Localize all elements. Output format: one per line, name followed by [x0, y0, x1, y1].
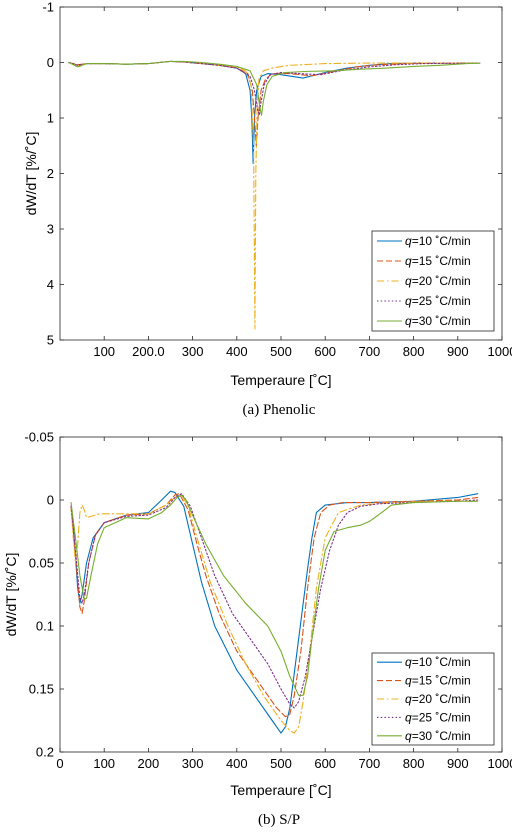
y-tick-label: 0.05 — [29, 556, 54, 571]
x-tick-label: 800 — [403, 344, 425, 359]
series-group — [70, 490, 479, 734]
legend-label-4: q=25 ˚C/min — [405, 710, 471, 724]
chart-1: 100 200.0 300 400 500 600 700 800 900 1000 -1 0 1 2 3 4… — [23, 0, 512, 418]
x-tick-label: 100 — [93, 756, 115, 771]
series-line-4 — [70, 493, 479, 709]
legend-label-5: q=30 ˚C/min — [405, 314, 471, 328]
series-group — [68, 60, 481, 330]
y-tick-label: -0.05 — [24, 430, 54, 445]
y-tick-label: 0 — [47, 493, 54, 508]
x-tick-label: 200.0 — [132, 344, 165, 359]
y-axis-label: dW/dT [%/˚C] — [23, 132, 39, 216]
series-line-3 — [70, 494, 479, 734]
legend-label-1: q=10 ˚C/min — [405, 655, 471, 669]
x-tick-label: 400 — [226, 756, 248, 771]
legend: q=10 ˚C/min q=15 ˚C/min q=20 ˚C/min q=25 ˚C… — [371, 652, 495, 746]
x-tick-label: 500 — [270, 344, 292, 359]
x-tick-label: 600 — [314, 344, 336, 359]
series-line-5 — [68, 60, 481, 116]
legend-label-3: q=20 ˚C/min — [405, 692, 471, 706]
legend-label-1: q=10 ˚C/min — [405, 234, 471, 248]
figure-caption: (a) Phenolic — [243, 402, 316, 418]
y-tick-label: 3 — [47, 222, 54, 237]
y-tick-label: 0.1 — [36, 619, 54, 634]
series-line-1 — [70, 490, 479, 734]
x-tick-label: 300 — [182, 756, 204, 771]
x-tick-label: 1000 — [488, 756, 512, 771]
legend-label-3: q=20 ˚C/min — [405, 274, 471, 288]
y-axis-label: dW/dT [%/˚C] — [3, 553, 19, 637]
legend: q=10 ˚C/min q=15 ˚C/min q=20 ˚C/min q=25 ˚C… — [371, 230, 495, 332]
x-tick-label: 700 — [359, 756, 381, 771]
x-tick-label: 600 — [314, 756, 336, 771]
y-tick-label: 1 — [47, 111, 54, 126]
x-tick-label: 400 — [226, 344, 248, 359]
legend-label-2: q=15 ˚C/min — [405, 674, 471, 688]
x-tick-label: 900 — [447, 756, 469, 771]
x-tick-label: 300 — [182, 344, 204, 359]
y-tick-label: 0.15 — [29, 682, 54, 697]
legend-label-2: q=15 ˚C/min — [405, 254, 471, 268]
x-tick-label: 1000 — [488, 344, 512, 359]
x-tick-label: 500 — [270, 756, 292, 771]
y-tick-label: 0.2 — [36, 745, 54, 760]
x-axis-label: Temperaure [˚C] — [230, 782, 331, 798]
x-tick-label: 700 — [359, 344, 381, 359]
y-tick-label: -1 — [42, 0, 54, 15]
x-tick-label: 0 — [56, 756, 63, 771]
figure-caption: (b) S/P — [258, 812, 300, 828]
y-tick-label: 2 — [47, 166, 54, 181]
y-tick-label: 5 — [47, 333, 54, 348]
x-tick-label: 200 — [138, 756, 160, 771]
y-tick-label: 0 — [47, 55, 54, 70]
legend-label-4: q=25 ˚C/min — [405, 294, 471, 308]
x-tick-label: 100 — [93, 344, 115, 359]
x-tick-label: 900 — [447, 344, 469, 359]
y-tick-label: 4 — [47, 277, 54, 292]
x-axis-label: Temperaure [˚C] — [230, 372, 331, 388]
chart-2: 01002003004005006007008009001000-0.0500.… — [3, 430, 512, 829]
legend-label-5: q=30 ˚C/min — [405, 729, 471, 743]
x-tick-label: 800 — [403, 756, 425, 771]
series-line-5 — [70, 494, 479, 696]
